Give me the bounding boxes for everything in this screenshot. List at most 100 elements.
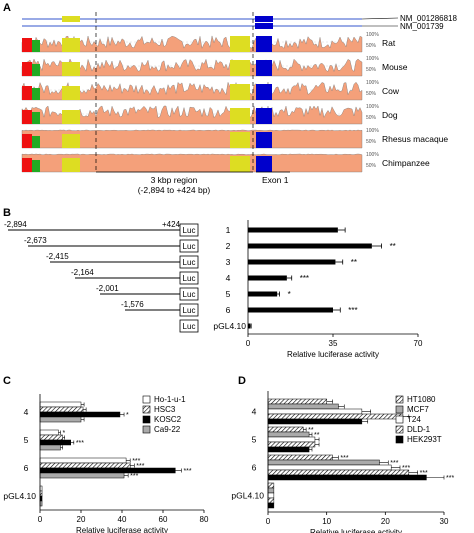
legend-swatch xyxy=(142,415,151,424)
bar-mcf7 xyxy=(267,487,275,494)
species-label: Mouse xyxy=(382,62,408,72)
significance-mark: *** xyxy=(132,458,140,465)
construct-start-label: -2,415 xyxy=(46,252,69,261)
bar-construct-3 xyxy=(248,259,336,265)
utr-region xyxy=(62,38,80,52)
bar-hsc3 xyxy=(39,434,63,441)
bar-category-label: 1 xyxy=(226,225,231,235)
bar-construct-1 xyxy=(248,227,338,233)
track-axis-top: 100% xyxy=(366,32,379,38)
bar-dld-1 xyxy=(267,497,275,504)
panel-b-letter: B xyxy=(3,207,11,219)
category-label: pGL4.10 xyxy=(3,491,36,501)
category-label: pGL4.10 xyxy=(231,491,264,501)
bar-hek293t xyxy=(267,446,310,453)
cns-region xyxy=(22,38,32,52)
bar-ca9-22 xyxy=(39,416,82,423)
bar-ca9-22 xyxy=(39,472,125,479)
cns-region xyxy=(22,134,32,148)
significance-mark: *** xyxy=(348,306,357,315)
exon-region xyxy=(256,156,272,172)
bar-kosc2 xyxy=(39,411,121,418)
bar-hsc3 xyxy=(39,462,131,469)
species-label: Chimpanzee xyxy=(382,158,430,168)
utr-region-2 xyxy=(230,132,250,148)
significance-mark: *** xyxy=(390,460,398,467)
track-axis-top: 100% xyxy=(366,80,379,86)
luc-box-label: Luc xyxy=(183,274,196,283)
cns-region xyxy=(22,86,32,100)
x-tick-label: 30 xyxy=(440,517,449,526)
green-region xyxy=(32,112,40,124)
exon-region xyxy=(256,60,272,76)
utr-region xyxy=(62,86,80,100)
legend-swatch xyxy=(395,435,404,444)
utr-region-2 xyxy=(230,156,250,172)
bar-dld-1 xyxy=(267,469,410,476)
category-label: 6 xyxy=(252,463,257,473)
luc-box xyxy=(179,319,199,333)
panel-a-letter: A xyxy=(3,2,11,14)
luc-box-label: Luc xyxy=(183,306,196,315)
cns-region xyxy=(22,62,32,76)
track-axis-bottom: 50% xyxy=(366,91,377,97)
exon-region xyxy=(256,108,272,124)
species-label: Cow xyxy=(382,86,400,96)
significance-mark: *** xyxy=(130,473,138,480)
species-label: Dog xyxy=(382,110,398,120)
luc-box-label: Luc xyxy=(183,322,196,331)
legend-label: KOSC2 xyxy=(154,415,182,424)
conservation-profile-rhesus-macaque xyxy=(21,129,363,149)
bar-hek293t xyxy=(267,502,275,509)
gene-model-exon-1 xyxy=(255,16,273,22)
legend-label: MCF7 xyxy=(407,405,429,414)
category-label: 5 xyxy=(252,435,257,445)
bar-construct-4 xyxy=(248,275,287,281)
bar-category-label: 6 xyxy=(226,305,231,315)
exon-region xyxy=(256,36,272,52)
bar-category-label: 4 xyxy=(226,273,231,283)
bar-kosc2 xyxy=(39,439,71,446)
legend-label: DLD-1 xyxy=(407,425,431,434)
bar-dld-1 xyxy=(267,441,316,448)
construct-start-label: -2,164 xyxy=(71,268,94,277)
significance-mark: *** xyxy=(340,455,348,462)
green-region xyxy=(32,136,40,148)
bar-construct-6 xyxy=(248,307,333,313)
bar-construct-2 xyxy=(248,243,372,249)
bar-category-label: pGL4.10 xyxy=(213,321,246,331)
legend-swatch xyxy=(142,425,151,434)
species-label: Rat xyxy=(382,38,396,48)
x-tick-label: 0 xyxy=(246,339,251,348)
bar-t24 xyxy=(267,408,363,415)
panel-b-constructs-chart: Luc -2,894 +424 1 Luc -2,673 2 ** Luc -2,415 3 ** Lu… xyxy=(4,220,423,359)
x-axis-label: Relative luciferase activity xyxy=(287,350,379,359)
significance-mark: * xyxy=(288,290,291,299)
legend-swatch xyxy=(142,395,151,404)
significance-mark: *** xyxy=(300,274,309,283)
bar-hek293t xyxy=(267,418,363,425)
construct-start-label: -2,001 xyxy=(96,284,119,293)
bar-hek293t xyxy=(267,474,427,481)
bar-mcf7 xyxy=(267,403,339,410)
x-tick-label: 0 xyxy=(266,517,271,526)
track-axis-bottom: 50% xyxy=(366,67,377,73)
green-region xyxy=(32,64,40,76)
significance-mark: *** xyxy=(76,440,84,447)
green-region xyxy=(32,160,40,172)
panel-d-chart: 4 5 **** 6 *** *** *** *** *** pGL4.10 0 10 20 30 Rela… xyxy=(231,391,454,533)
utr-region xyxy=(62,110,80,124)
significance-mark: *** xyxy=(183,468,191,475)
bar-ht1080 xyxy=(267,454,333,461)
luc-box-label: Luc xyxy=(183,290,196,299)
bar-dld-1 xyxy=(267,413,404,420)
bar-ht1080 xyxy=(267,398,327,405)
panel-d-letter: D xyxy=(238,375,246,387)
utr-region xyxy=(62,134,80,148)
green-region xyxy=(32,88,40,100)
utr-region xyxy=(62,158,80,172)
bar-construct-5 xyxy=(248,291,278,297)
significance-mark: *** xyxy=(136,463,144,470)
significance-mark: * xyxy=(63,430,66,437)
bar-category-label: 3 xyxy=(226,257,231,267)
